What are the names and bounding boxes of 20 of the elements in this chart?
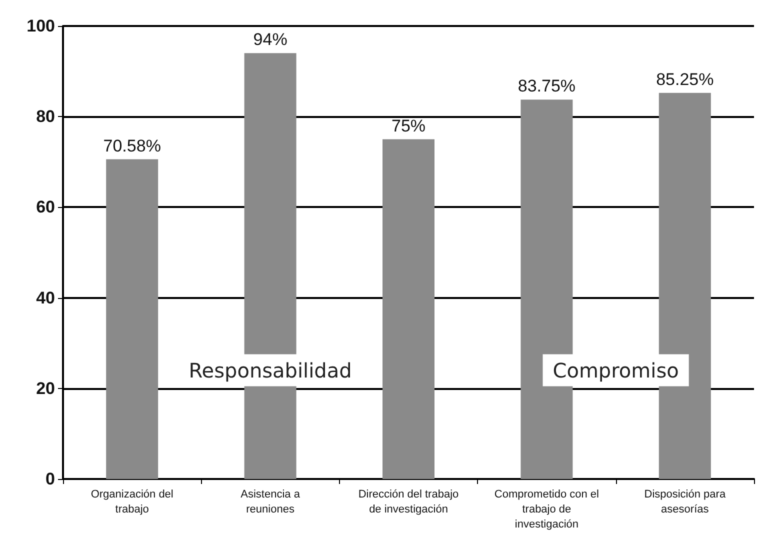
data-label: 75%	[391, 116, 426, 136]
data-label: 94%	[253, 30, 288, 50]
data-label: 85.25%	[656, 70, 714, 89]
x-tick-label: Comprometido con el trabajo de investigación	[494, 488, 599, 530]
bar	[382, 139, 434, 479]
y-tick-label: 0	[46, 470, 55, 488]
y-tick-label: 80	[36, 107, 55, 126]
y-tick-label: 100	[26, 16, 55, 36]
annotation: Compromiso	[552, 358, 679, 382]
y-tick-label: 20	[36, 378, 55, 398]
x-tick-label: Disposición para asesorías	[644, 488, 726, 516]
data-label: 83.75%	[518, 76, 576, 96]
x-tick-label: Organización del trabajo	[90, 488, 174, 516]
y-tick-label: 60	[36, 198, 55, 217]
x-tick-label: Dirección del trabajo de investigación	[358, 488, 459, 516]
x-tick-label: Asistencia a reuniones	[240, 488, 301, 516]
annotation: Responsabilidad	[188, 358, 352, 382]
data-label: 70.58%	[103, 136, 161, 156]
y-tick-label: 40	[36, 288, 55, 308]
bar	[106, 159, 158, 479]
